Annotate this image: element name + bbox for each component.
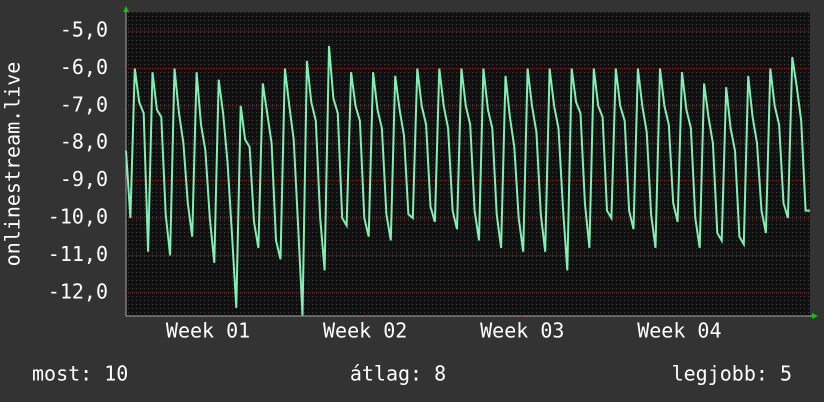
stat-average: átlag: 8: [350, 362, 446, 386]
y-tick-label: -6,0: [60, 55, 108, 79]
y-tick-label: -10,0: [48, 205, 108, 229]
y-tick-label: -8,0: [60, 130, 108, 154]
series-line: [125, 45, 810, 316]
x-tick-label: Week 03: [480, 319, 564, 343]
x-tick-label: Week 01: [166, 319, 250, 343]
y-tick-label: -11,0: [48, 242, 108, 266]
y-tick-label: -9,0: [60, 167, 108, 191]
y-arrow: [123, 6, 129, 12]
y-axis-label: onlinestream.live: [1, 62, 25, 267]
x-arrow: [812, 313, 818, 319]
stat-best: legjobb: 5: [672, 362, 792, 386]
y-tick-label: -12,0: [48, 279, 108, 303]
y-tick-label: -5,0: [60, 18, 108, 42]
x-tick-label: Week 04: [637, 319, 721, 343]
stat-current: most: 10: [32, 362, 128, 386]
x-tick-label: Week 02: [323, 319, 407, 343]
y-tick-label: -7,0: [60, 92, 108, 116]
